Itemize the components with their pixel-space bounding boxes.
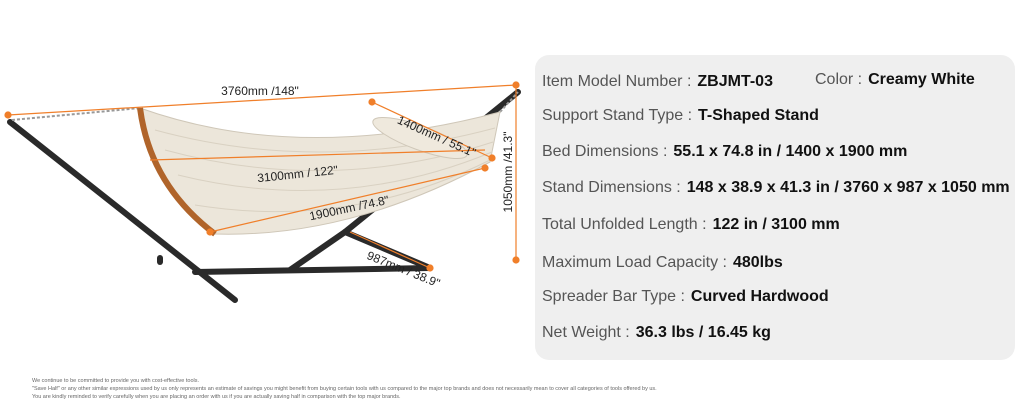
spec-label: Total Unfolded Length :: [542, 216, 707, 233]
spec-row: Maximum Load Capacity : 480lbs: [542, 254, 783, 272]
spec-value: T-Shaped Stand: [698, 107, 819, 124]
spec-label: Net Weight :: [542, 324, 630, 341]
disclaimer-line: You are kindly reminded to verify carefu…: [32, 394, 401, 400]
spec-row: Bed Dimensions : 55.1 x 74.8 in / 1400 x …: [542, 143, 907, 161]
disclaimer-line: "Save Half" or any other similar express…: [32, 386, 657, 392]
spec-label: Stand Dimensions :: [542, 179, 681, 196]
spec-label: Maximum Load Capacity :: [542, 254, 727, 271]
spec-value: Curved Hardwood: [690, 288, 829, 305]
spec-panel: Item Model Number : ZBJMT-03 Support Stand…: [535, 55, 1015, 360]
spec-label: Bed Dimensions :: [542, 143, 668, 160]
spec-label: Spreader Bar Type :: [542, 288, 685, 305]
dimension-label: 1050mm /41.3": [501, 132, 515, 213]
color-row: Color : Creamy White: [815, 71, 975, 89]
spec-value: ZBJMT-03: [697, 73, 773, 90]
hammock-illustration: 3760mm /148" 1400mm / 55.1" 3100mm / 122…: [4, 81, 521, 303]
spec-row: Support Stand Type : T-Shaped Stand: [542, 107, 819, 125]
dimension-label: 3760mm /148": [221, 84, 299, 98]
spec-value: Creamy White: [868, 71, 975, 88]
spec-value: 148 x 38.9 x 41.3 in / 3760 x 987 x 1050…: [686, 179, 1010, 196]
spec-value: 122 in / 3100 mm: [712, 216, 840, 233]
spec-value: 36.3 lbs / 16.45 kg: [635, 324, 771, 341]
spec-row: Total Unfolded Length : 122 in / 3100 mm: [542, 216, 840, 234]
spec-value: 55.1 x 74.8 in / 1400 x 1900 mm: [673, 143, 908, 160]
disclaimer-line: We continue to be committed to provide y…: [32, 378, 200, 384]
spec-label: Item Model Number :: [542, 73, 692, 90]
spec-row: Spreader Bar Type : Curved Hardwood: [542, 288, 829, 306]
spec-row: Stand Dimensions : 148 x 38.9 x 41.3 in /…: [542, 179, 1010, 197]
spec-row: Net Weight : 36.3 lbs / 16.45 kg: [542, 324, 771, 342]
spec-row: Item Model Number : ZBJMT-03: [542, 73, 773, 91]
spec-value: 480lbs: [732, 254, 783, 271]
spec-label: Color :: [815, 71, 863, 88]
spec-label: Support Stand Type :: [542, 107, 693, 124]
